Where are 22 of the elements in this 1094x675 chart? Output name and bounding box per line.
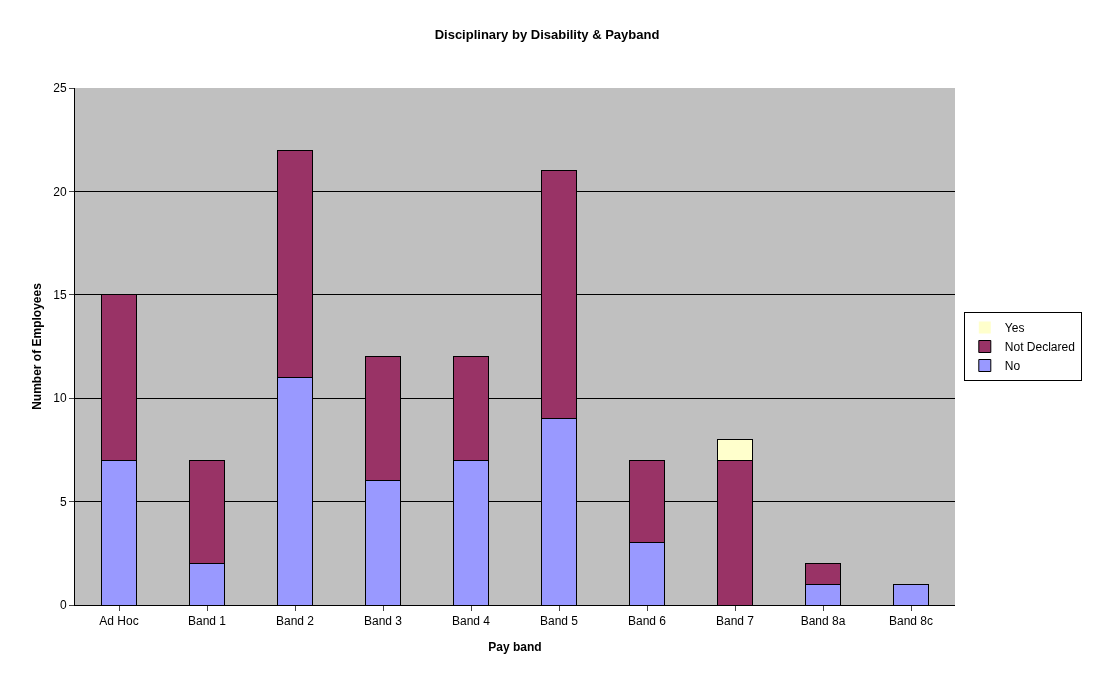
y-tick-label: 25: [53, 81, 67, 96]
x-tick-label: Band 3: [363, 614, 403, 629]
y-tick-label: 15: [53, 288, 67, 302]
x-tick-label: Band 8c: [888, 614, 934, 629]
x-tick-label: Band 5: [539, 614, 579, 629]
x-tick-label: Ad Hoc: [99, 614, 139, 629]
y-tick-label: 20: [53, 184, 67, 199]
legend-label: No: [1004, 359, 1021, 374]
y-tick-label: 0: [59, 598, 67, 613]
x-tick-label: Band 6: [627, 614, 667, 629]
y-tick-label: 10: [53, 391, 67, 406]
legend-label: Not Declared: [1004, 340, 1075, 355]
y-tick-label: 5: [59, 494, 67, 509]
chart-title: Disciplinary by Disability & Payband: [434, 27, 660, 43]
x-axis-title: Pay band: [488, 640, 542, 654]
x-tick-label: Band 4: [451, 614, 491, 629]
y-axis-title: Number of Employees: [30, 282, 44, 410]
x-tick-label: Band 7: [715, 614, 755, 629]
x-tick-label: Band 8a: [800, 614, 846, 629]
x-tick-label: Band 1: [187, 614, 227, 629]
legend-label: Yes: [1004, 321, 1025, 336]
x-tick-label: Band 2: [275, 614, 315, 629]
